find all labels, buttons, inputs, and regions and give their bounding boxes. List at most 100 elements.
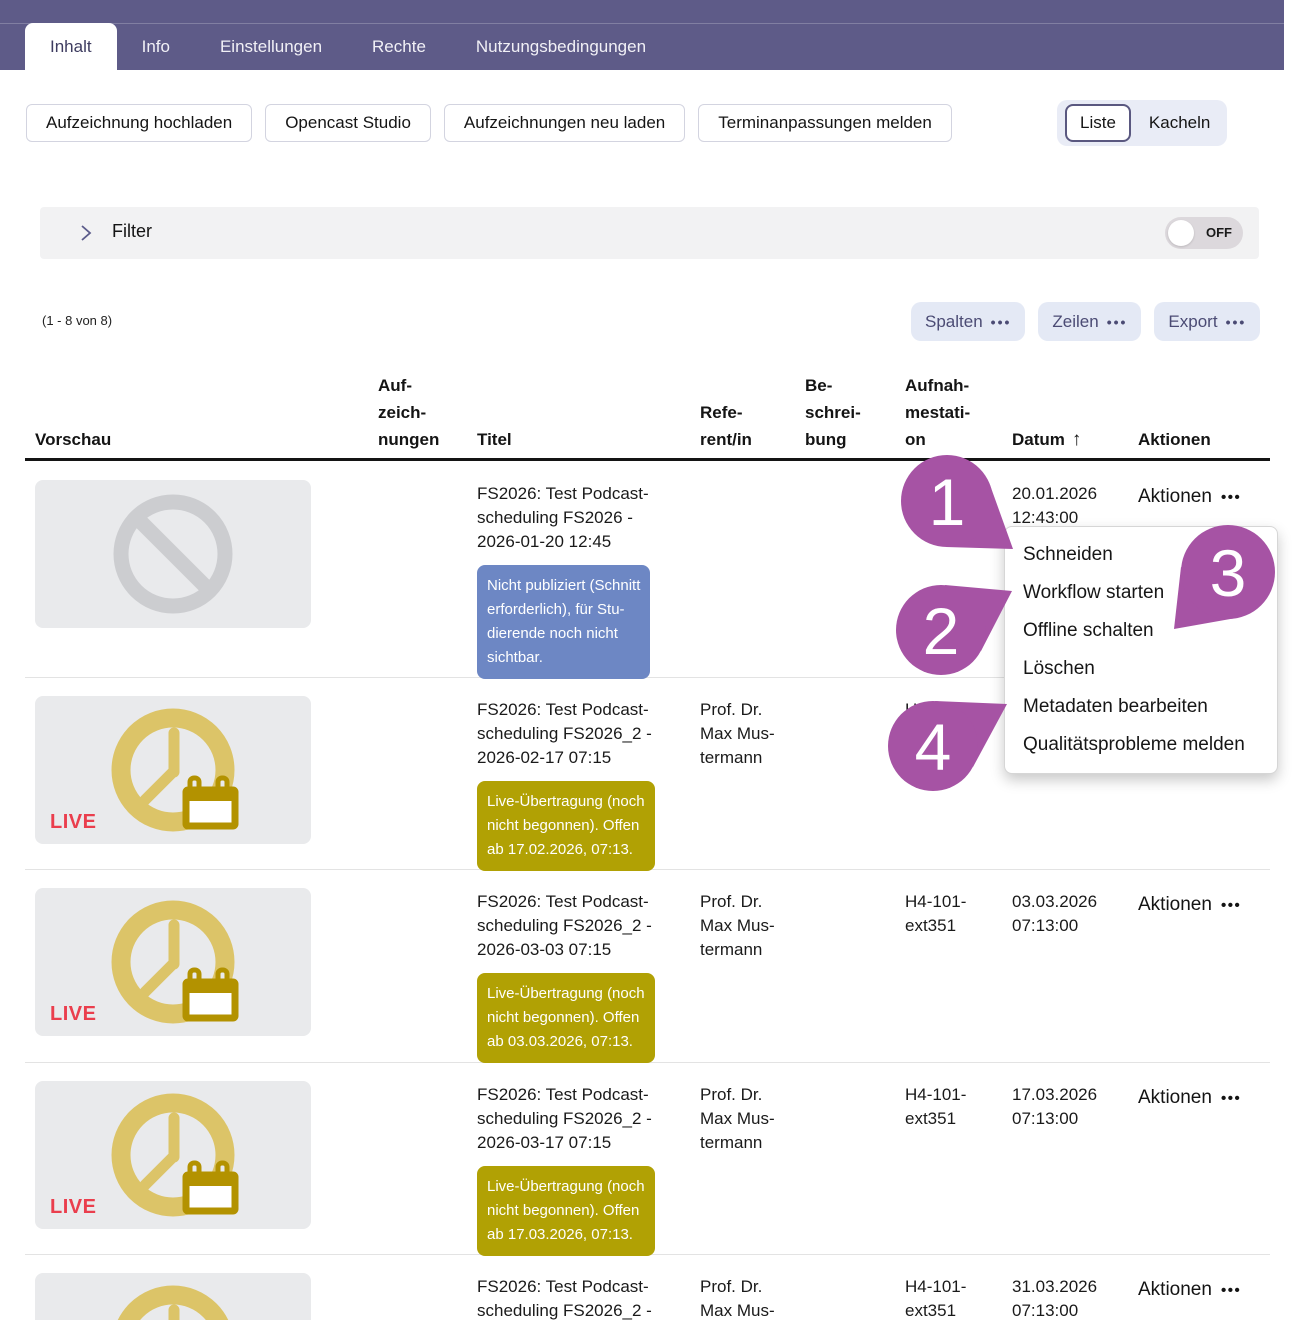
ellipsis-icon: ••• — [990, 313, 1012, 330]
recording-title[interactable]: FS2026: Test Podcast- scheduling FS2026_… — [477, 1085, 652, 1152]
view-tiles-button[interactable]: Kacheln — [1144, 113, 1215, 133]
sort-ascending-icon: ↑ — [1071, 429, 1082, 450]
ellipsis-icon: ••• — [1220, 896, 1242, 914]
preview-thumbnail — [35, 1273, 311, 1320]
actions-context-menu: Schneiden Workflow starten Offline schal… — [1004, 526, 1278, 774]
menu-item-metadaten-bearbeiten[interactable]: Metadaten bearbeiten — [1023, 696, 1208, 717]
tab-einstellungen[interactable]: Einstellungen — [219, 37, 323, 56]
calendar-icon — [182, 967, 239, 1022]
preview-thumbnail: LIVE — [35, 696, 311, 844]
chevron-right-icon — [81, 225, 92, 241]
menu-item-loeschen[interactable]: Löschen — [1023, 658, 1095, 679]
calendar-icon — [182, 1160, 239, 1215]
export-button-label: Export — [1168, 311, 1218, 331]
tab-bar: Inhalt Info Einstellungen Rechte Nutzung… — [25, 23, 671, 70]
rows-button[interactable]: Zeilen ••• — [1038, 302, 1142, 341]
preview-thumbnail: LIVE — [35, 1081, 311, 1229]
scheduled-clock-icon — [111, 708, 239, 832]
scheduled-clock-icon — [117, 1285, 229, 1320]
capture-station-cell: H4-101- ext351 — [905, 484, 967, 527]
col-datum[interactable]: Datum ↑ — [1012, 399, 1081, 453]
row-actions-label: Aktionen — [1138, 1279, 1212, 1300]
menu-item-offline-schalten[interactable]: Offline schalten — [1023, 620, 1154, 641]
result-count: (1 - 8 von 8) — [42, 313, 113, 328]
recording-title[interactable]: FS2026: Test Podcast- scheduling FS2026_… — [477, 1277, 652, 1320]
upload-recording-button[interactable]: Aufzeichnung hochladen — [26, 104, 253, 142]
status-badge: Live-Übertragung (noch nicht begonnen). … — [477, 973, 655, 1063]
filter-label: Filter — [112, 221, 152, 241]
tab-rechte[interactable]: Rechte — [372, 37, 426, 56]
live-label: LIVE — [50, 1003, 97, 1025]
toolbar: Aufzeichnung hochladen Opencast Studio A… — [26, 104, 952, 142]
capture-station-cell: H4-101- ext351 — [905, 1277, 967, 1320]
row-actions-button[interactable]: Aktionen ••• — [1138, 894, 1241, 916]
preview-thumbnail: LIVE — [35, 888, 311, 1036]
ellipsis-icon: ••• — [1220, 1089, 1242, 1107]
row-actions-button[interactable]: Aktionen ••• — [1138, 1279, 1241, 1301]
row-actions-button[interactable]: Aktionen ••• — [1138, 1087, 1241, 1109]
table-row: LIVE FS2026: Test Podcast- scheduling FS… — [25, 1063, 1270, 1256]
table-header: Vorschau Auf- zeich- nungen Titel Refe- … — [0, 360, 1300, 456]
col-aktionen: Aktionen — [1138, 430, 1211, 449]
ellipsis-icon: ••• — [1220, 1281, 1242, 1299]
row-actions-button[interactable]: Aktionen ••• — [1138, 486, 1241, 508]
date-cell: 31.03.2026 07:13:00 — [1012, 1277, 1098, 1320]
opencast-studio-button[interactable]: Opencast Studio — [265, 104, 431, 142]
tab-inhalt[interactable]: Inhalt — [25, 23, 117, 70]
capture-station-cell: H4-101- ext351 — [905, 892, 967, 935]
toggle-state-label: OFF — [1206, 225, 1232, 240]
status-badge: Nicht publiziert (Schnitt erforderlich),… — [477, 565, 651, 679]
scheduled-clock-icon — [111, 900, 239, 1024]
table-control-buttons: Spalten ••• Zeilen ••• Export ••• — [911, 302, 1261, 341]
menu-item-schneiden[interactable]: Schneiden — [1023, 544, 1113, 565]
date-cell: 17.03.2026 07:13:00 — [1012, 1085, 1098, 1128]
row-actions-label: Aktionen — [1138, 1087, 1212, 1108]
view-list-button[interactable]: Liste — [1065, 104, 1131, 142]
col-vorschau: Vorschau — [35, 430, 112, 449]
menu-item-qualitaetsprobleme-melden[interactable]: Qualitätsprobleme melden — [1023, 734, 1245, 755]
filter-toggle[interactable]: OFF — [1165, 217, 1243, 249]
col-beschreibung: Be- schrei- bung — [805, 376, 861, 449]
capture-station-cell: H4-101- ext351 — [905, 1085, 967, 1128]
scheduled-clock-icon — [111, 1093, 239, 1217]
filter-bar[interactable]: Filter OFF — [40, 207, 1259, 259]
col-aufzeichnungen: Auf- zeich- nungen — [378, 376, 440, 449]
capture-station-cell: H4-101- ext351 — [905, 700, 967, 743]
reload-recordings-button[interactable]: Aufzeichnungen neu laden — [443, 104, 686, 142]
tab-info[interactable]: Info — [141, 37, 170, 56]
report-schedule-changes-button[interactable]: Terminanpassungen melden — [698, 104, 952, 142]
col-titel: Titel — [477, 430, 512, 449]
row-actions-label: Aktionen — [1138, 486, 1212, 507]
menu-item-workflow-starten[interactable]: Workflow starten — [1023, 582, 1165, 603]
columns-button[interactable]: Spalten ••• — [911, 302, 1026, 341]
col-datum-label: Datum — [1012, 430, 1065, 449]
toggle-knob — [1168, 220, 1194, 246]
col-aufnahmestation: Aufnah- mestati- on — [905, 376, 971, 449]
status-badge: Live-Übertragung (noch nicht begonnen). … — [477, 1166, 655, 1256]
preview-thumbnail — [35, 480, 311, 628]
columns-button-label: Spalten — [925, 311, 983, 331]
presenter-cell: Prof. Dr. Max Mus- termann — [700, 1277, 775, 1320]
date-cell: 03.03.2026 07:13:00 — [1012, 892, 1098, 935]
export-button[interactable]: Export ••• — [1154, 302, 1261, 341]
row-actions-label: Aktionen — [1138, 894, 1212, 915]
presenter-cell: Prof. Dr. Max Mus- termann — [700, 700, 775, 767]
presenter-cell: Prof. Dr. Max Mus- termann — [700, 892, 775, 959]
table-row: FS2026: Test Podcast- scheduling FS2026_… — [25, 1255, 1270, 1320]
table-row: LIVE FS2026: Test Podcast- scheduling FS… — [25, 870, 1270, 1063]
ellipsis-icon: ••• — [1106, 313, 1128, 330]
recording-title[interactable]: FS2026: Test Podcast- scheduling FS2026_… — [477, 700, 652, 767]
live-label: LIVE — [50, 1196, 97, 1218]
rows-button-label: Zeilen — [1052, 311, 1099, 331]
date-cell: 20.01.2026 12:43:00 — [1012, 484, 1098, 527]
live-label: LIVE — [50, 811, 97, 833]
ellipsis-icon: ••• — [1225, 313, 1247, 330]
recording-title[interactable]: FS2026: Test Podcast- scheduling FS2026 … — [477, 484, 649, 551]
recording-title[interactable]: FS2026: Test Podcast- scheduling FS2026_… — [477, 892, 652, 959]
presenter-cell: Prof. Dr. Max Mus- termann — [700, 1085, 775, 1152]
header-rule — [25, 458, 1270, 461]
status-badge: Live-Übertragung (noch nicht begonnen). … — [477, 781, 655, 871]
ellipsis-icon: ••• — [1220, 488, 1242, 506]
tab-nutzungsbedingungen[interactable]: Nutzungsbedingungen — [475, 37, 647, 56]
